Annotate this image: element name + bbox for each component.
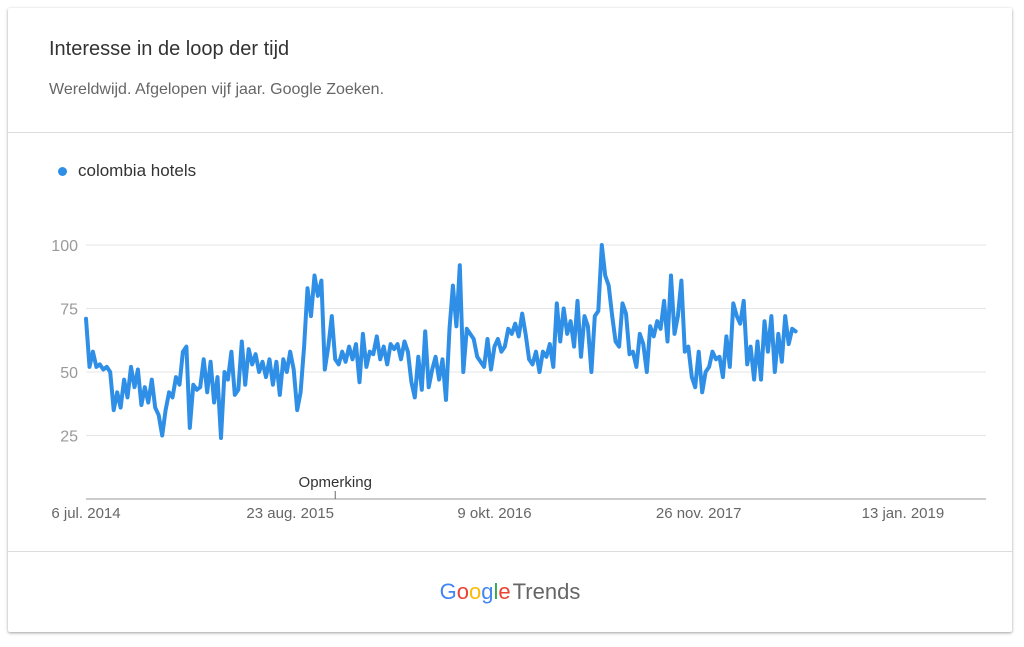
x-tick-label: 13 jan. 2019	[862, 505, 945, 522]
y-tick-label: 100	[51, 238, 78, 255]
google-letter: G	[439, 579, 457, 604]
annotation-label[interactable]: Opmerking	[299, 474, 372, 491]
y-tick-label: 50	[60, 365, 78, 382]
page-subtitle: Wereldwijd. Afgelopen vijf jaar. Google …	[49, 81, 385, 98]
page-title: Interesse in de loop der tijd	[49, 38, 290, 60]
y-tick-label: 25	[60, 429, 78, 446]
trends-wordmark: Trends	[512, 579, 581, 604]
y-tick-labels: 25 50 75 100	[51, 238, 78, 446]
google-letter: o	[456, 579, 470, 604]
google-letter: e	[498, 579, 511, 604]
legend-label: colombia hotels	[78, 161, 197, 180]
google-wordmark: Google	[440, 579, 511, 604]
x-tick-label: 6 jul. 2014	[51, 505, 120, 522]
card-header: Interesse in de loop der tijd Wereldwijd…	[8, 8, 1012, 133]
y-tick-label: 75	[60, 302, 78, 319]
chart-area: colombia hotels 25 50 75 100 6 jul. 2014 23 …	[8, 133, 1012, 552]
chart-card: Interesse in de loop der tijd Wereldwijd…	[8, 8, 1012, 632]
series-line[interactable]	[84, 243, 798, 440]
google-letter: o	[469, 579, 482, 604]
card-footer: GoogleTrends	[8, 552, 1012, 632]
legend[interactable]: colombia hotels	[58, 161, 196, 181]
x-tick-label: 9 okt. 2016	[457, 505, 531, 522]
series-lines	[84, 243, 798, 440]
google-letter: l	[493, 579, 499, 604]
x-tick-label: 23 aug. 2015	[246, 505, 334, 522]
google-letter: g	[481, 579, 494, 604]
grid-lines	[86, 244, 986, 500]
google-trends-logo[interactable]: GoogleTrends	[440, 579, 581, 605]
legend-dot-icon	[58, 166, 67, 176]
x-tick-labels: 6 jul. 2014 23 aug. 2015 9 okt. 2016 26 nov…	[51, 505, 944, 522]
x-tick-label: 26 nov. 2017	[656, 505, 742, 522]
annotation: Opmerking	[299, 474, 372, 499]
trend-chart[interactable]: 25 50 75 100 6 jul. 2014 23 aug. 2015 9 okt. …	[8, 133, 1012, 551]
